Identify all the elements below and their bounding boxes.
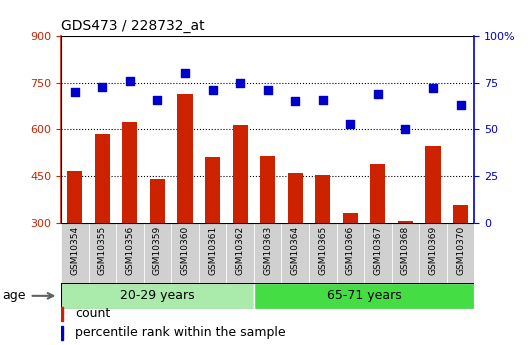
Point bbox=[263, 88, 272, 93]
Bar bbox=[370, 164, 385, 223]
Point bbox=[401, 127, 410, 132]
Bar bbox=[254, 283, 474, 309]
Bar bbox=[309, 223, 337, 283]
Bar bbox=[343, 213, 358, 223]
Bar bbox=[337, 223, 364, 283]
Point bbox=[374, 91, 382, 97]
Bar bbox=[205, 157, 220, 223]
Text: GSM10368: GSM10368 bbox=[401, 226, 410, 275]
Point bbox=[456, 102, 465, 108]
Text: GDS473 / 228732_at: GDS473 / 228732_at bbox=[61, 19, 205, 33]
Text: GSM10355: GSM10355 bbox=[98, 226, 107, 275]
Point bbox=[70, 89, 79, 95]
Bar bbox=[392, 223, 419, 283]
Point bbox=[208, 88, 217, 93]
Point bbox=[98, 84, 107, 89]
Point bbox=[346, 121, 355, 127]
Text: 65-71 years: 65-71 years bbox=[326, 289, 402, 302]
Text: GSM10356: GSM10356 bbox=[126, 226, 134, 275]
Bar bbox=[260, 156, 275, 223]
Bar bbox=[150, 179, 165, 223]
Bar bbox=[226, 223, 254, 283]
Text: GSM10360: GSM10360 bbox=[181, 226, 189, 275]
Text: GSM10362: GSM10362 bbox=[236, 226, 244, 275]
Point bbox=[291, 99, 299, 104]
Bar bbox=[447, 223, 474, 283]
Bar bbox=[426, 146, 440, 223]
Point bbox=[236, 80, 244, 86]
Text: count: count bbox=[75, 307, 111, 321]
Bar bbox=[171, 223, 199, 283]
Bar bbox=[364, 223, 392, 283]
Bar bbox=[61, 223, 89, 283]
Bar bbox=[398, 221, 413, 223]
Bar bbox=[199, 223, 226, 283]
Bar bbox=[178, 93, 192, 223]
Text: GSM10359: GSM10359 bbox=[153, 226, 162, 275]
Bar bbox=[89, 223, 116, 283]
Point bbox=[429, 86, 437, 91]
Text: percentile rank within the sample: percentile rank within the sample bbox=[75, 326, 286, 339]
Bar bbox=[61, 326, 63, 339]
Text: GSM10361: GSM10361 bbox=[208, 226, 217, 275]
Bar bbox=[281, 223, 309, 283]
Bar bbox=[254, 223, 281, 283]
Text: GSM10369: GSM10369 bbox=[429, 226, 437, 275]
Bar bbox=[61, 283, 254, 309]
Text: GSM10367: GSM10367 bbox=[374, 226, 382, 275]
Text: GSM10363: GSM10363 bbox=[263, 226, 272, 275]
Point bbox=[181, 71, 189, 76]
Bar bbox=[419, 223, 447, 283]
Point bbox=[126, 78, 134, 84]
Bar bbox=[61, 307, 63, 321]
Text: GSM10365: GSM10365 bbox=[319, 226, 327, 275]
Text: GSM10370: GSM10370 bbox=[456, 226, 465, 275]
Text: GSM10364: GSM10364 bbox=[291, 226, 299, 275]
Text: GSM10366: GSM10366 bbox=[346, 226, 355, 275]
Text: GSM10354: GSM10354 bbox=[70, 226, 79, 275]
Bar bbox=[453, 205, 468, 223]
Text: age: age bbox=[3, 289, 26, 302]
Bar bbox=[233, 125, 248, 223]
Point bbox=[319, 97, 327, 102]
Bar bbox=[95, 134, 110, 223]
Bar bbox=[67, 171, 82, 223]
Bar bbox=[144, 223, 171, 283]
Text: 20-29 years: 20-29 years bbox=[120, 289, 195, 302]
Bar bbox=[315, 175, 330, 223]
Point bbox=[153, 97, 162, 102]
Bar bbox=[122, 121, 137, 223]
Bar bbox=[116, 223, 144, 283]
Bar bbox=[288, 174, 303, 223]
